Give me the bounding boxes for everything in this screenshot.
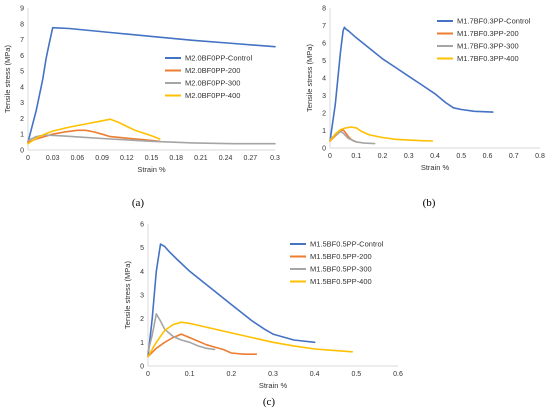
x-tick-label: 0.24: [219, 155, 233, 162]
x-tick-label: 0.12: [120, 155, 134, 162]
panel-label: (b): [423, 197, 436, 209]
x-axis-label: Strain %: [259, 381, 288, 390]
legend: M1.5BF0.5PP-Control M1.5BF0.5PP-200 M1.5BF…: [290, 240, 384, 286]
x-tick-label: 0.5: [351, 371, 361, 378]
y-tick-label: 5: [140, 245, 144, 252]
series-line-1: [329, 26, 494, 142]
y-tick-label: 1: [20, 132, 24, 139]
series-line-3: [147, 313, 216, 353]
legend-entry: M1.7BF0.3PP-200: [457, 29, 519, 38]
x-tick-label: 0.27: [243, 155, 257, 162]
panel-label: (c): [263, 396, 276, 408]
legend-entry: M1.7BF0.3PP-400: [457, 54, 519, 63]
x-tick-label: 0.5: [456, 153, 466, 160]
x-tick-label: 0.4: [430, 153, 440, 160]
x-tick-label: 0: [26, 155, 30, 162]
chart-panel-3: 0 0.1 0.2 0.3 0.4 0.5 0.6 0 1 2 3 4 5 6 Strain % Tensil…: [123, 222, 403, 409]
y-tick-label: 2: [322, 111, 326, 118]
x-tick-label: 0.3: [270, 155, 280, 162]
y-tick-label: 4: [140, 269, 144, 276]
y-tick-label: 3: [20, 100, 24, 107]
legend-entry: M1.5BF0.5PP-Control: [310, 240, 384, 249]
y-tick-label: 6: [140, 222, 144, 229]
legend-entry: M1.5BF0.5PP-200: [310, 252, 372, 261]
legend-entry: M2.0BF0PP-Control: [185, 54, 252, 63]
y-tick-label: 6: [322, 41, 326, 48]
y-tick-label: 1: [140, 340, 144, 347]
legend: M1.7BF0.3PP-Control M1.7BF0.3PP-200 M1.7BF…: [437, 17, 531, 63]
y-tick-label: 7: [322, 23, 326, 30]
x-tick-label: 0.6: [483, 153, 493, 160]
y-tick-label: 5: [20, 69, 24, 76]
series-line-1: [147, 243, 316, 358]
y-axis-label: Tensile stress (MPa): [305, 44, 314, 112]
y-tick-label: 6: [20, 53, 24, 60]
y-tick-label: 2: [20, 116, 24, 123]
legend-entry: M2.0BF0PP-400: [185, 91, 240, 100]
legend-entry: M2.0BF0PP-200: [185, 66, 240, 75]
y-tick-label: 5: [322, 58, 326, 65]
x-tick-label: 0.09: [95, 155, 109, 162]
x-tick-label: 0.15: [145, 155, 159, 162]
x-axis-label: Strain %: [137, 165, 166, 174]
x-tick-label: 0.21: [194, 155, 208, 162]
chart-panel-1: 0 0.03 0.06 0.09 0.12 0.15 0.18 0.21 0.24 0.27 0.3…: [3, 6, 280, 210]
legend: M2.0BF0PP-Control M2.0BF0PP-200 M2.0BF0PP-…: [165, 54, 252, 100]
y-tick-label: 4: [20, 84, 24, 91]
x-tick-label: 0.4: [310, 371, 320, 378]
x-tick-label: 0: [146, 371, 150, 378]
series-line-2: [27, 129, 161, 143]
series-line-2: [147, 333, 258, 358]
legend-entry: M1.7BF0.3PP-300: [457, 42, 519, 51]
x-tick-label: 0.06: [71, 155, 85, 162]
chart-panel-2: 0 0.1 0.2 0.3 0.4 0.5 0.6 0.7 0.8 0 1 2 3 4 5 6 7 8 Strain…: [305, 6, 545, 210]
y-tick-label: 3: [322, 93, 326, 100]
x-tick-label: 0.8: [535, 153, 545, 160]
y-tick-label: 0: [20, 148, 24, 155]
legend-entry: M1.7BF0.3PP-Control: [457, 17, 531, 26]
legend-entry: M1.5BF0.5PP-300: [310, 265, 372, 274]
y-tick-label: 1: [322, 128, 326, 135]
x-tick-label: 0.3: [268, 371, 278, 378]
x-tick-label: 0.2: [226, 371, 236, 378]
x-tick-label: 0.03: [46, 155, 60, 162]
x-tick-label: 0.1: [351, 153, 361, 160]
x-tick-label: 0.7: [509, 153, 519, 160]
legend-entry: M2.0BF0PP-300: [185, 79, 240, 88]
y-axis-label: Tensile stress (MPa): [3, 45, 12, 113]
y-tick-label: 0: [140, 364, 144, 371]
y-axis-label: Tensile stress (MPa): [123, 261, 132, 329]
x-tick-label: 0.2: [378, 153, 388, 160]
y-tick-label: 8: [322, 6, 326, 13]
y-tick-label: 2: [140, 316, 144, 323]
legend-entry: M1.5BF0.5PP-400: [310, 277, 372, 286]
x-tick-label: 0.3: [404, 153, 414, 160]
x-tick-label: 0: [328, 153, 332, 160]
x-axis-label: Strain %: [421, 163, 450, 172]
x-tick-label: 0.18: [169, 155, 183, 162]
x-tick-label: 0.1: [185, 371, 195, 378]
x-tick-label: 0.6: [393, 371, 403, 378]
series-line-1: [27, 26, 276, 143]
y-tick-label: 3: [140, 293, 144, 300]
series-line-4: [329, 126, 434, 142]
y-tick-label: 8: [20, 21, 24, 28]
series-line-4: [147, 321, 354, 358]
y-tick-label: 7: [20, 37, 24, 44]
panel-label: (a): [132, 197, 145, 209]
y-tick-label: 9: [20, 6, 24, 13]
series-line-4: [27, 118, 161, 145]
series-line-3: [329, 130, 376, 145]
y-tick-label: 0: [322, 146, 326, 153]
y-tick-label: 4: [322, 76, 326, 83]
